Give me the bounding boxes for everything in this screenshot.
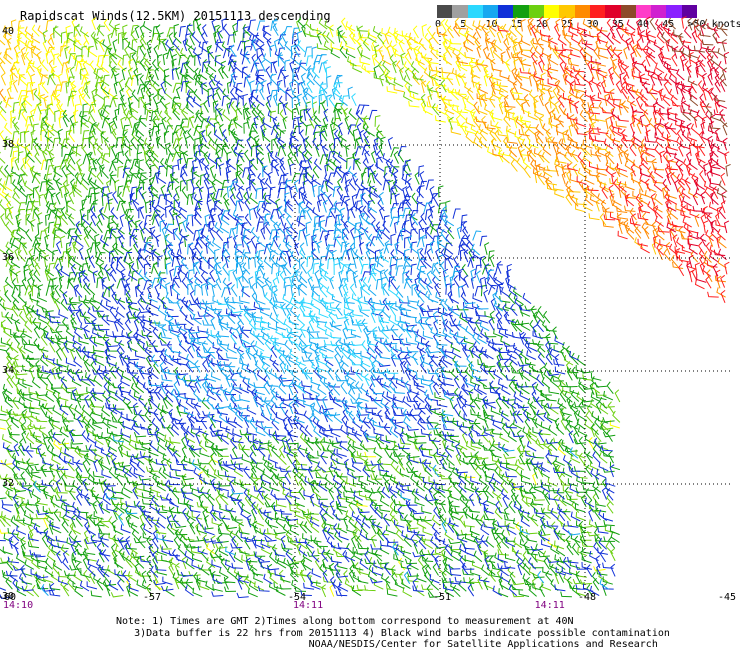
time-label: 14:10: [3, 600, 33, 611]
wind-barbs: [0, 17, 731, 599]
time-label: 14:11: [293, 600, 323, 611]
wind-barb-group: [0, 17, 657, 254]
note-line-2: 3)Data buffer is 22 hrs from 20151113 4)…: [134, 628, 670, 639]
longitude-label: -51: [433, 592, 451, 603]
latitude-label: 38: [2, 139, 14, 150]
latitude-label: 32: [2, 478, 14, 489]
latitude-label: 40: [2, 26, 14, 37]
footnotes: Note: 1) Times are GMT 2)Times along bot…: [116, 616, 670, 651]
wind-barb-group: [498, 17, 730, 303]
longitude-label: -45: [718, 592, 736, 603]
note-line-1: Note: 1) Times are GMT 2)Times along bot…: [116, 616, 574, 627]
longitude-label: -48: [578, 592, 596, 603]
latitude-label: 36: [2, 252, 14, 263]
note-line-3: NOAA/NESDIS/Center for Satellite Applica…: [309, 639, 658, 650]
time-label: 14:11: [535, 600, 565, 611]
latitude-label: 34: [2, 365, 14, 376]
longitude-label: -57: [143, 592, 161, 603]
wind-barb-group: [650, 18, 730, 198]
